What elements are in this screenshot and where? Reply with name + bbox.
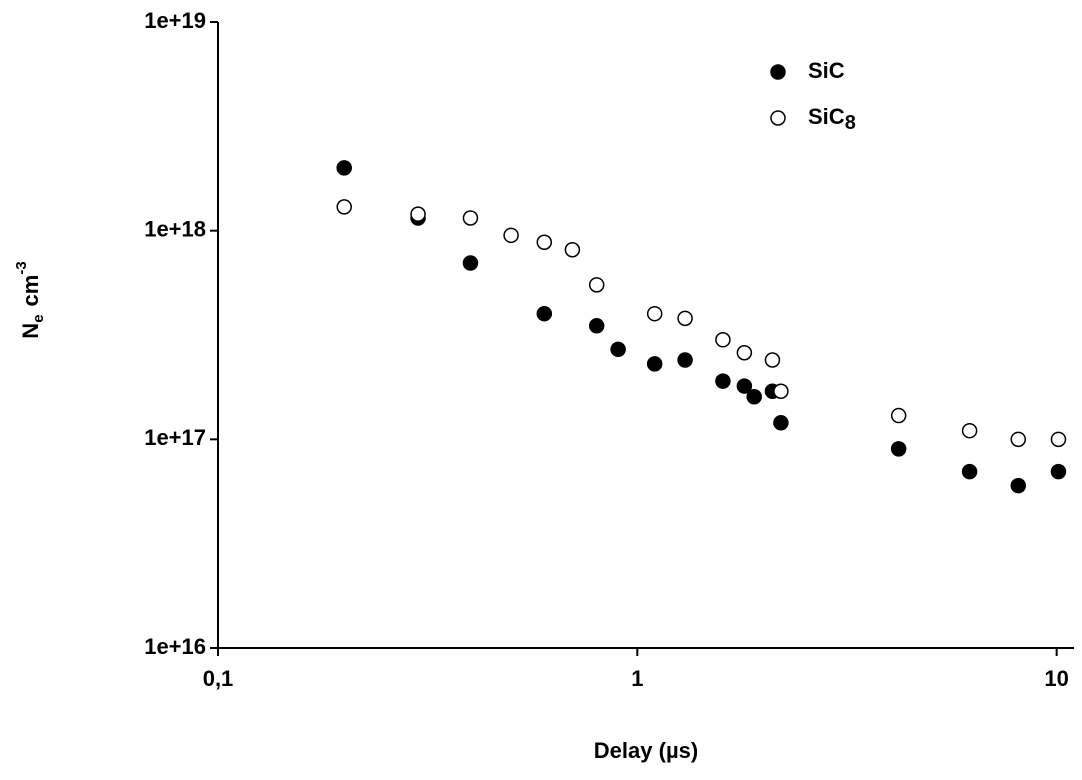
data-point [773, 415, 789, 431]
y-axis-label: Ne cm-3 [13, 261, 47, 338]
data-point [890, 441, 907, 457]
y-label-sup: -3 [13, 261, 30, 274]
data-point [536, 234, 553, 251]
data-point [588, 318, 605, 334]
x-tick-label: 0,1 [203, 666, 234, 691]
data-point [961, 422, 978, 439]
y-tick-label: 1e+16 [144, 634, 206, 659]
data-point [1050, 463, 1067, 480]
data-point [773, 383, 789, 399]
legend-label: SiC8 [808, 104, 856, 134]
data-point [503, 227, 519, 244]
y-label-unit: cm [18, 275, 43, 307]
data-point [462, 255, 479, 271]
y-label-sub: e [30, 314, 47, 322]
data-point [1010, 477, 1027, 494]
y-tick-label: 1e+18 [144, 216, 206, 241]
data-point [764, 352, 781, 368]
data-point [677, 352, 693, 368]
data-point [646, 305, 663, 322]
data-point [961, 463, 978, 480]
data-point [736, 344, 753, 361]
data-point [462, 210, 479, 226]
data-point [677, 310, 693, 327]
data-point [336, 160, 352, 176]
x-axis-label: Delay (µs) [594, 738, 698, 763]
data-point [715, 332, 731, 348]
data-point [736, 378, 753, 394]
data-point [588, 277, 605, 293]
data-point [536, 305, 553, 322]
y-tick-label: 1e+19 [144, 8, 206, 33]
y-tick-label: 1e+17 [144, 425, 206, 450]
x-tick-label: 1 [631, 666, 643, 691]
data-point [564, 242, 581, 258]
data-point [746, 388, 762, 405]
data-point [410, 206, 426, 222]
data-point [1010, 431, 1027, 448]
legend-label: SiC [808, 58, 845, 83]
data-point [610, 341, 626, 358]
legend-marker [770, 110, 786, 126]
data-point [336, 199, 352, 215]
data-point [1050, 431, 1067, 448]
data-point [646, 356, 663, 372]
data-point [715, 373, 731, 389]
legend-marker [770, 64, 786, 80]
y-label-base: N [18, 323, 43, 339]
x-tick-label: 10 [1044, 666, 1068, 691]
data-point [890, 407, 907, 424]
